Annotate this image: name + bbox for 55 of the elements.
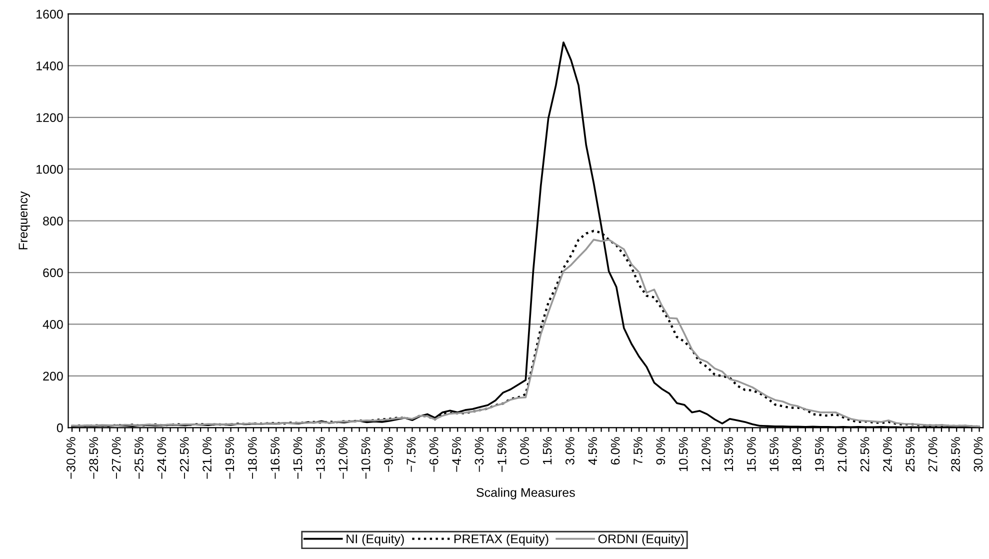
x-tick-label: 4.5% <box>588 437 598 465</box>
x-tick-label: −19.5% <box>225 437 234 479</box>
y-tick-label: 1200 <box>36 113 63 122</box>
x-tick-label: 22.5% <box>860 437 870 472</box>
x-tick-label: 25.5% <box>906 437 915 472</box>
x-tick-label: 16.5% <box>770 437 779 472</box>
x-tick-label: 10.5% <box>678 437 688 472</box>
x-tick-label: 9.0% <box>656 437 666 465</box>
x-tick-label: −12.0% <box>338 437 348 479</box>
x-tick-label: −22.5% <box>180 437 189 479</box>
x-tick-label: 30.0% <box>974 437 983 472</box>
x-tick-label: 18.0% <box>792 437 802 472</box>
x-tick-label: −7.5% <box>406 437 416 472</box>
x-tick-label: −30.0% <box>66 437 76 479</box>
x-tick-label: −4.5% <box>452 437 461 472</box>
x-tick-label: 7.5% <box>634 437 642 465</box>
x-tick-label: 6.0% <box>610 437 620 465</box>
y-tick-label: 800 <box>43 216 63 226</box>
x-tick-label: −6.0% <box>429 437 438 472</box>
x-tick-label: −3.0% <box>474 437 484 472</box>
legend-label: NI (Equity) <box>346 534 404 546</box>
y-tick-label: 200 <box>43 372 63 381</box>
x-tick-label: 1.5% <box>542 437 552 464</box>
legend-label: PRETAX (Equity) <box>454 534 548 546</box>
x-tick-label: −9.0% <box>384 437 393 472</box>
x-tick-label: −25.5% <box>134 437 144 479</box>
x-tick-label: 15.0% <box>746 437 756 472</box>
y-tick-label: 600 <box>43 268 63 278</box>
x-tick-label: 19.5% <box>815 437 824 472</box>
x-tick-label: 24.0% <box>883 437 892 472</box>
x-tick-label: −1.5% <box>498 437 506 472</box>
x-tick-label: −27.0% <box>112 437 121 479</box>
y-axis-title: Frequency <box>18 191 30 250</box>
x-tick-label: 12.0% <box>702 437 710 472</box>
y-tick-label: 0 <box>56 423 63 432</box>
x-tick-label: −21.0% <box>202 437 212 479</box>
x-tick-label: −28.5% <box>89 437 98 479</box>
y-tick-label: 1000 <box>36 164 63 174</box>
x-tick-label: −18.0% <box>248 437 257 479</box>
x-tick-label: 0.0% <box>520 437 530 465</box>
x-tick-label: −13.5% <box>316 437 325 479</box>
x-tick-label: 3.0% <box>566 437 574 465</box>
y-tick-label: 400 <box>42 320 63 329</box>
x-tick-label: −16.5% <box>270 437 280 479</box>
x-tick-label: 13.5% <box>724 437 734 472</box>
x-tick-label: 27.0% <box>928 437 938 472</box>
x-tick-label: −24.0% <box>157 437 166 479</box>
x-tick-label: −10.5% <box>361 437 370 479</box>
x-tick-label: 21.0% <box>838 437 847 472</box>
x-axis-title: Scaling Measures <box>476 488 575 500</box>
x-tick-label: −15.0% <box>293 437 302 479</box>
x-tick-label: 28.5% <box>951 437 960 472</box>
y-tick-label: 1400 <box>36 61 63 70</box>
legend-label: ORDNI (Equity) <box>598 534 684 546</box>
y-tick-label: 1600 <box>36 10 63 19</box>
